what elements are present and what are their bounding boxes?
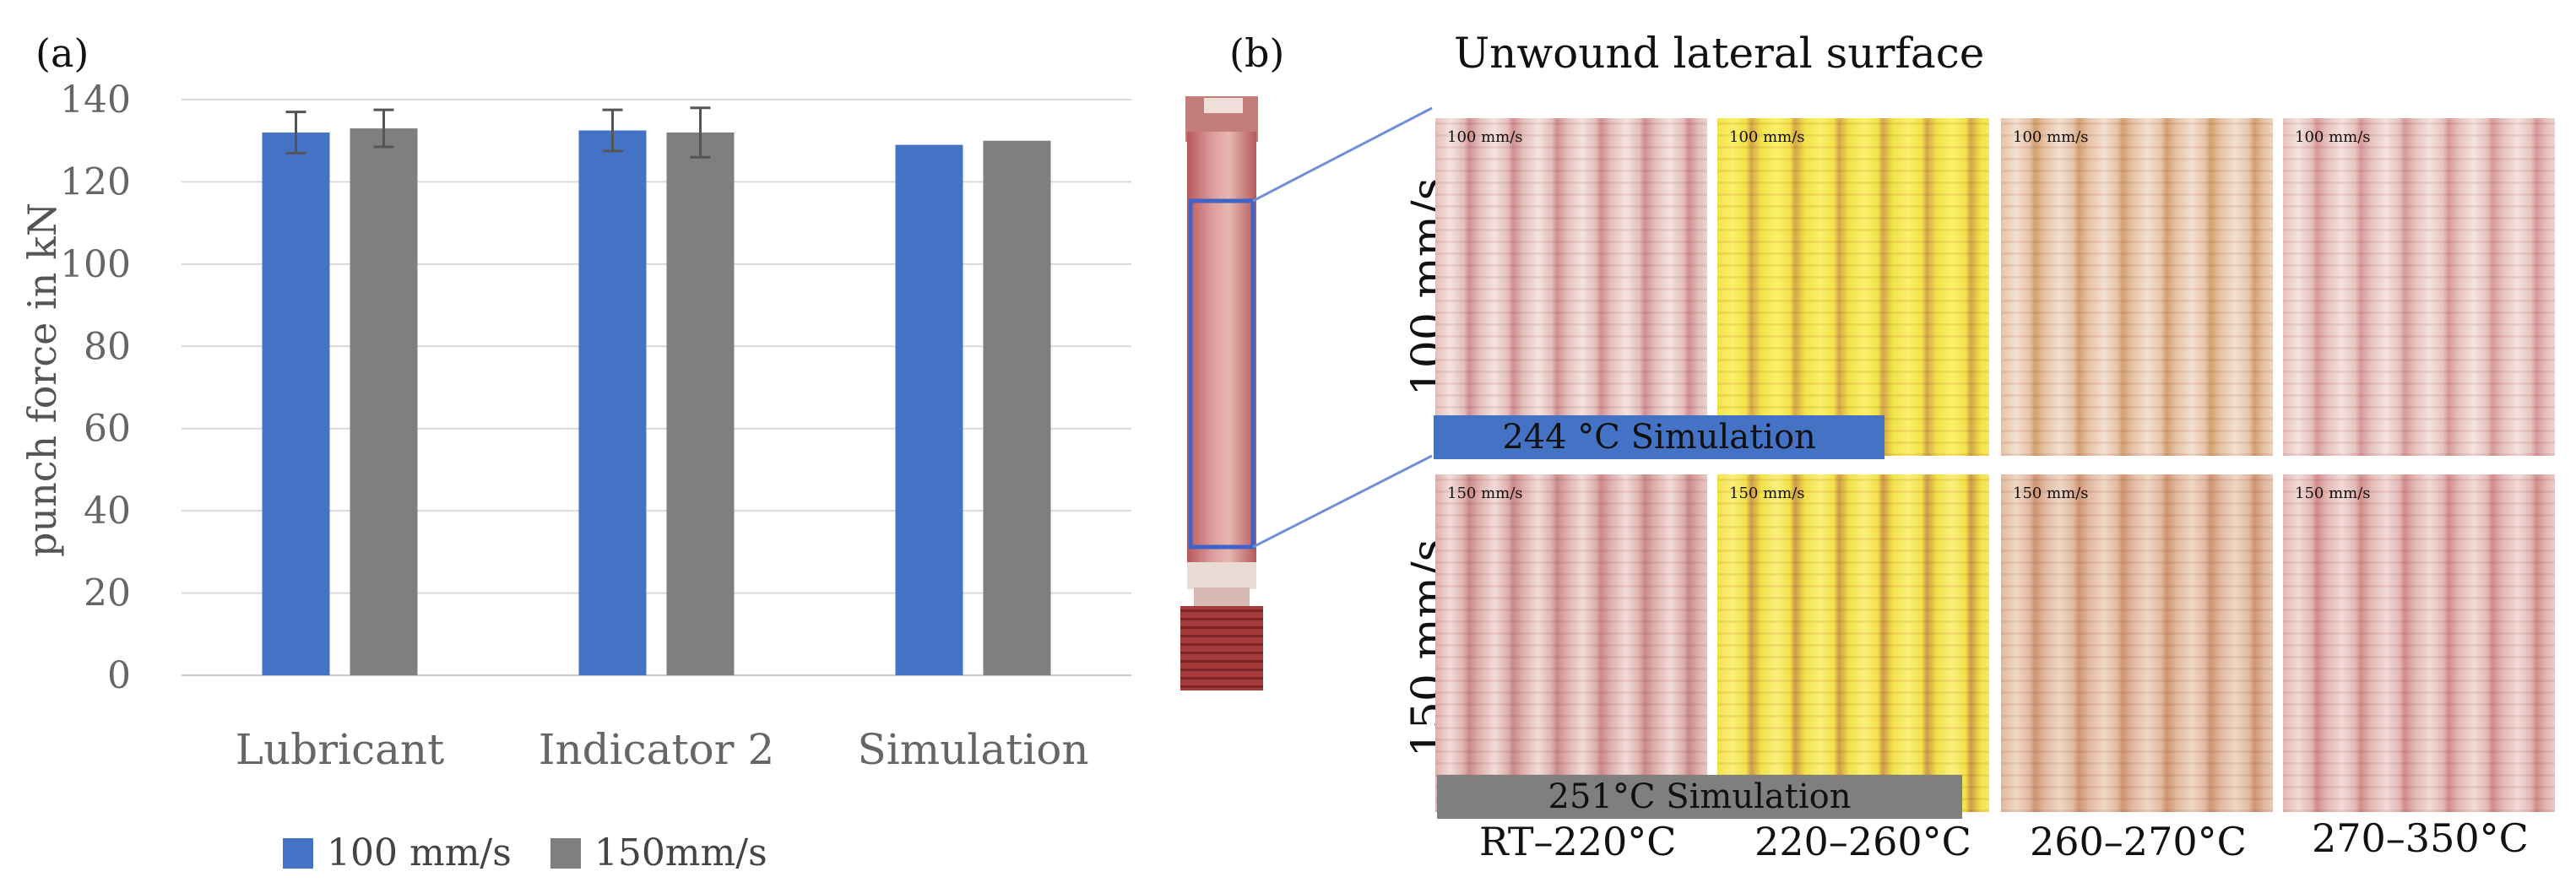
surface-photo-r2-c2: 150 mm/s: [1717, 474, 1989, 812]
legend-entry-150: 150mm/s: [550, 831, 767, 874]
speed-tag: 150 mm/s: [1447, 485, 1523, 502]
specimen-image: [1180, 96, 1263, 690]
range-label-2: 220–260°C: [1754, 819, 1971, 864]
surface-photo-r2-c3: 150 mm/s: [2001, 474, 2273, 812]
speed-tag: 100 mm/s: [1729, 128, 1805, 146]
y-tick-label: 20: [84, 572, 131, 615]
simulation-banner-150: 251°C Simulation: [1437, 775, 1962, 819]
surface-photo-r1-c4: 100 mm/s: [2283, 118, 2555, 456]
legend-label-100: 100 mm/s: [327, 831, 512, 874]
range-label-4: 270–350°C: [2312, 815, 2529, 861]
bar-100-1: [578, 130, 647, 676]
panel-b-title: Unwound lateral surface: [1454, 29, 1985, 78]
surface-photo-r2-c4: 150 mm/s: [2283, 474, 2555, 812]
bar-150-2: [983, 140, 1051, 675]
surface-photo-r2-c1: 150 mm/s: [1435, 474, 1707, 812]
specimen-zoom-box: [1188, 198, 1255, 550]
speed-tag: 100 mm/s: [2295, 128, 2371, 146]
range-label-3: 260–270°C: [2030, 819, 2247, 864]
y-tick-label: 60: [84, 408, 131, 451]
surface-photo-r1-c2: 100 mm/s: [1717, 118, 1989, 456]
y-tick-label: 100: [60, 243, 131, 286]
speed-tag: 150 mm/s: [2013, 485, 2089, 502]
simulation-banner-100: 244 °C Simulation: [1434, 415, 1885, 459]
speed-tag: 150 mm/s: [2295, 485, 2371, 502]
y-tick-label: 40: [84, 490, 131, 533]
chart-legend: 100 mm/s 150mm/s: [283, 831, 806, 874]
range-label-1: RT–220°C: [1479, 819, 1677, 864]
category-label: Indicator 2: [539, 725, 775, 774]
bar-chart: 0 20 40 60 80 100 120 140 Lubricant Indicator 2 Si…: [60, 79, 1131, 774]
speed-tag: 150 mm/s: [1729, 485, 1805, 502]
bar-100-0: [262, 132, 330, 675]
legend-swatch-150: [550, 837, 581, 869]
legend-entry-100: 100 mm/s: [283, 831, 512, 874]
speed-tag: 100 mm/s: [2013, 128, 2089, 146]
y-tick-label: 120: [60, 160, 131, 203]
category-label: Lubricant: [236, 725, 444, 774]
legend-label-150: 150mm/s: [594, 831, 767, 874]
y-tick-label: 0: [107, 654, 131, 697]
y-tick-label: 80: [84, 325, 131, 368]
panel-a-label: (a): [35, 30, 89, 76]
bar-150-0: [350, 128, 418, 676]
y-tick-label: 140: [60, 79, 131, 122]
speed-tag: 100 mm/s: [1447, 128, 1523, 146]
bar-100-2: [895, 144, 963, 676]
surface-photo-r1-c3: 100 mm/s: [2001, 118, 2273, 456]
legend-swatch-100: [283, 837, 313, 869]
panel-b-label: (b): [1229, 30, 1285, 76]
surface-photo-r1-c1: 100 mm/s: [1435, 118, 1707, 456]
category-label: Simulation: [857, 725, 1088, 774]
bar-150-1: [666, 132, 735, 675]
